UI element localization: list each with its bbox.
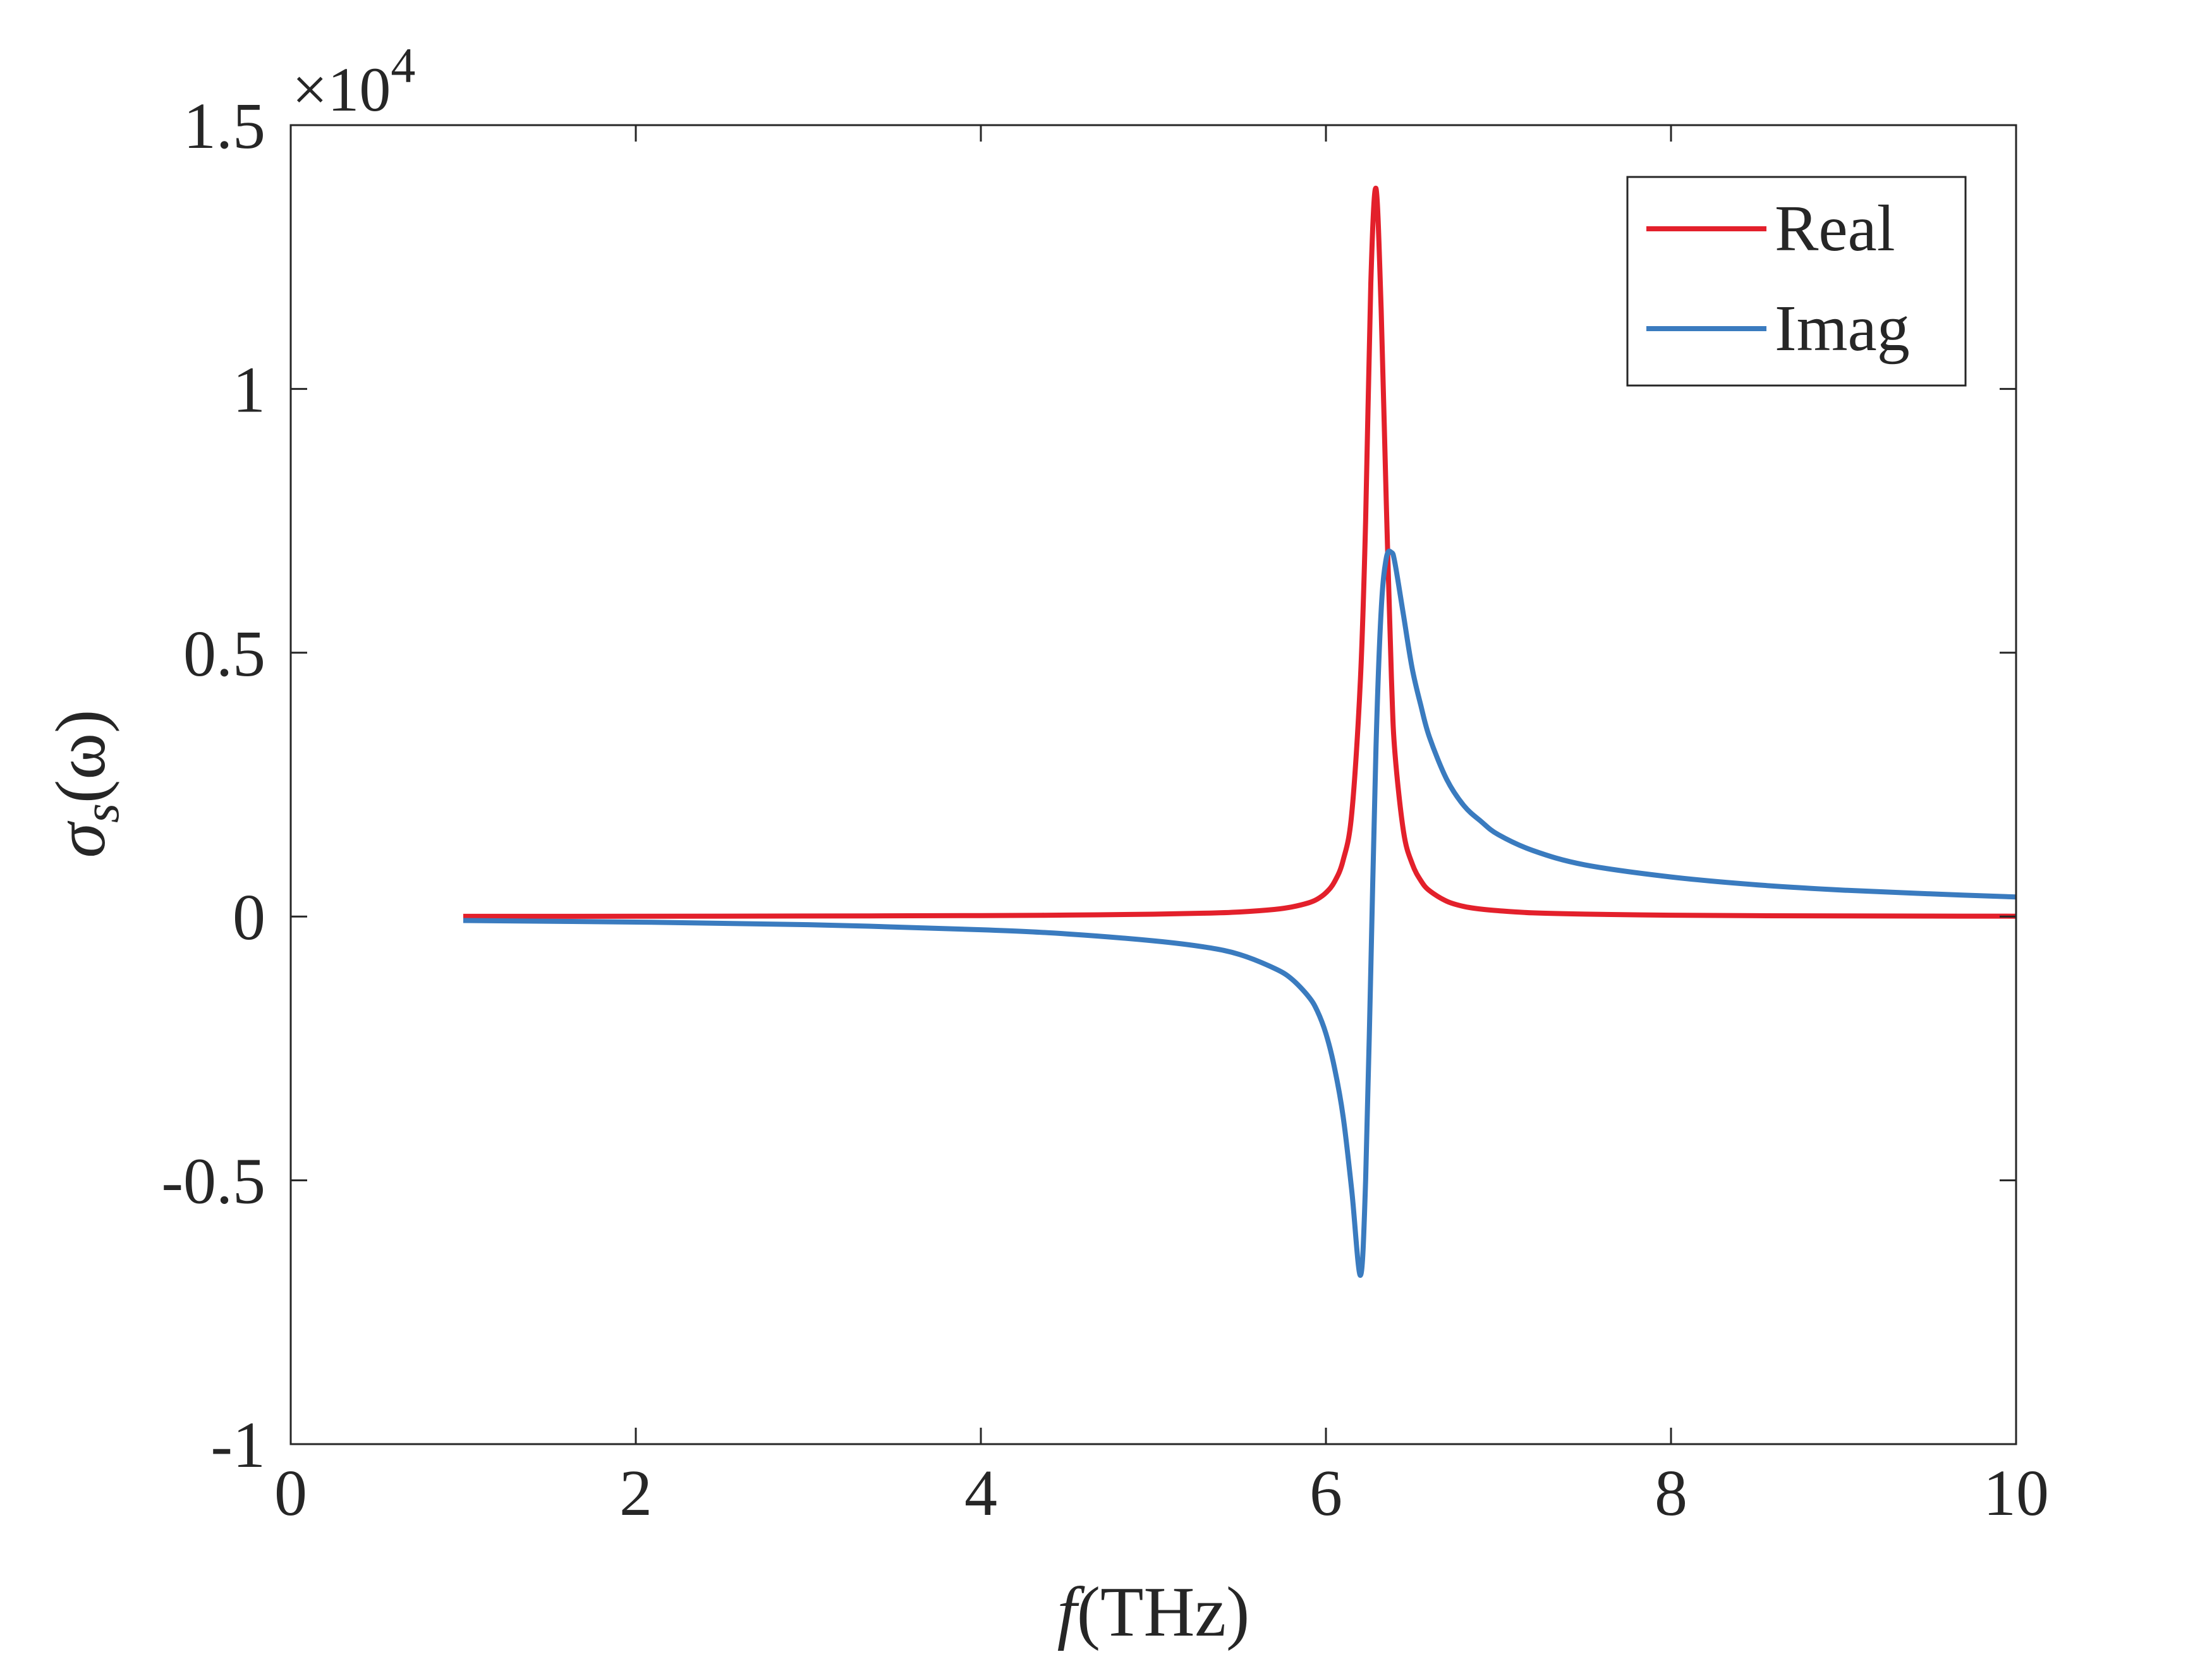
y-axis-variable: σ — [42, 820, 120, 858]
legend-box — [1626, 176, 1967, 387]
series-line-real — [463, 185, 2017, 919]
series-line-imag — [463, 549, 2017, 1278]
x-tick-label: 2 — [619, 1457, 652, 1529]
legend-label-imag: Imag — [1775, 292, 1910, 365]
y-tick-label: 1 — [233, 353, 265, 426]
y-exponent-power: 4 — [391, 38, 415, 93]
x-axis-title: f(THz) — [1057, 1573, 1250, 1651]
legend: Real Imag — [1626, 176, 1967, 387]
tick-labels: 0 2 4 6 8 10 -1 -0.5 0 0.5 1 1.5 — [161, 90, 2049, 1529]
y-tick-label: -1 — [210, 1409, 265, 1481]
y-tick-label: 0 — [233, 881, 265, 954]
y-tick-label: 1.5 — [183, 90, 265, 162]
x-tick-label: 6 — [1310, 1457, 1342, 1529]
y-axis-argument: (ω) — [42, 710, 120, 803]
y-tick-label: -0.5 — [161, 1145, 265, 1218]
y-axis-title: σs(ω) — [42, 710, 130, 858]
y-tick-label: 0.5 — [183, 617, 265, 690]
y-exponent-label: ×104 — [292, 38, 415, 125]
legend-label-real: Real — [1775, 192, 1895, 265]
x-tick-label: 4 — [964, 1457, 997, 1529]
x-axis-unit: (THz) — [1077, 1573, 1250, 1651]
x-tick-label: 0 — [274, 1457, 307, 1529]
y-exponent-prefix: ×10 — [292, 54, 391, 125]
y-axis-subscript: s — [74, 803, 130, 823]
x-tick-label: 8 — [1655, 1457, 1687, 1529]
ticks — [289, 124, 2017, 1445]
axes-box — [289, 124, 2017, 1445]
plot-lines — [463, 185, 2017, 1278]
x-tick-label: 10 — [1983, 1457, 2049, 1529]
